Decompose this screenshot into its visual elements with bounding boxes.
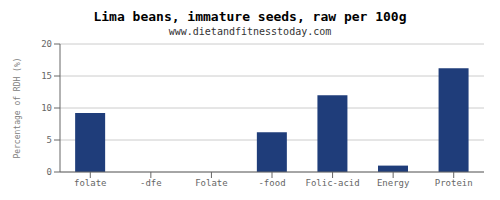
svg-text:15: 15 [41, 71, 52, 81]
svg-text:20: 20 [41, 39, 52, 49]
svg-text:5: 5 [47, 135, 52, 145]
html-text:www.dietandfitnesstoday.com: www.dietandfitnesstoday.com [168, 26, 332, 37]
svg-text:Energy: Energy [377, 178, 410, 188]
svg-text:0: 0 [47, 167, 52, 177]
svg-text:folate: folate [74, 178, 107, 188]
svg-text:Folic-acid: Folic-acid [305, 178, 359, 188]
svg-text:Folate: Folate [195, 178, 228, 188]
svg-text:-dfe: -dfe [140, 178, 162, 188]
svg-text:Protein: Protein [435, 178, 473, 188]
svg-text:-food: -food [258, 178, 285, 188]
html-text:Lima beans, immature seeds, ra: Lima beans, immature seeds, raw per 100g [93, 9, 407, 24]
svg-text:10: 10 [41, 103, 52, 113]
svg-text:Percentage of RDH (%): Percentage of RDH (%) [13, 57, 22, 158]
